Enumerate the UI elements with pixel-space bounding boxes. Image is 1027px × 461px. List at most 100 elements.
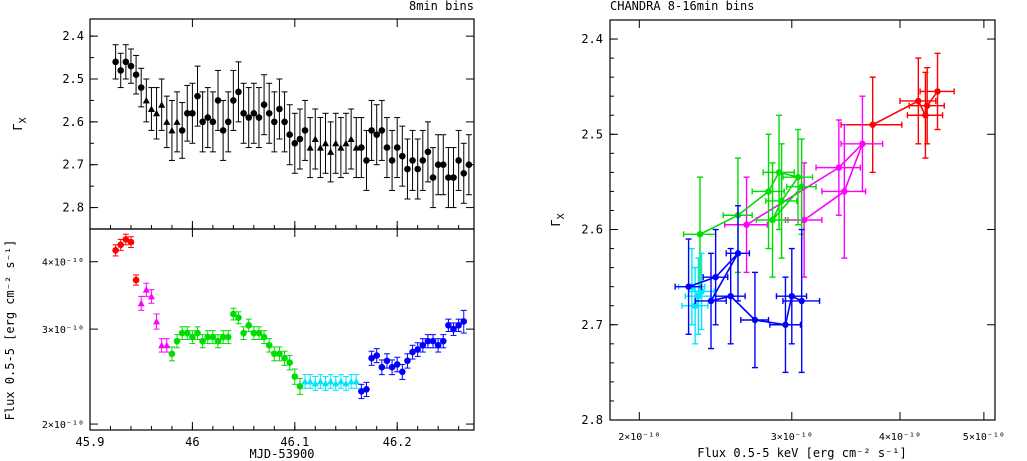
point-gamma-flux xyxy=(698,288,705,295)
point-gamma xyxy=(260,101,268,109)
point-gamma-flux xyxy=(788,292,795,300)
point-gamma-flux xyxy=(835,164,843,171)
ytick-label-top-left: 2.8 xyxy=(62,201,84,215)
right-title: CHANDRA 8-16min bins xyxy=(610,0,755,13)
point-gamma xyxy=(117,67,125,74)
point-flux xyxy=(383,357,391,365)
point-gamma xyxy=(122,58,130,66)
point-gamma xyxy=(189,109,196,117)
point-gamma-flux xyxy=(782,321,789,328)
ytick-label-right: 2.5 xyxy=(581,127,603,141)
point-gamma xyxy=(178,127,186,134)
point-gamma-flux xyxy=(869,121,876,128)
point-gamma xyxy=(368,127,375,134)
point-flux xyxy=(224,333,232,341)
point-flux xyxy=(434,341,442,349)
point-flux xyxy=(276,350,283,358)
point-gamma xyxy=(204,114,212,121)
ytick-label-right: 2.7 xyxy=(581,318,603,332)
point-flux xyxy=(358,388,365,395)
left-bottom-ylabel: Flux 0.5-5 [erg cm⁻² s⁻¹] xyxy=(3,240,17,421)
point-gamma xyxy=(399,152,406,160)
point-flux xyxy=(240,329,247,337)
point-gamma xyxy=(224,118,232,126)
point-flux xyxy=(219,333,227,341)
point-gamma xyxy=(296,135,304,143)
xtick-label-bottom-left: 46 xyxy=(185,435,199,449)
point-flux xyxy=(429,337,437,345)
point-gamma xyxy=(352,144,360,151)
ytick-label-top-left: 2.5 xyxy=(62,72,84,86)
xtick-label-bottom-left: 46.1 xyxy=(280,435,309,449)
point-gamma xyxy=(373,131,381,139)
point-flux xyxy=(183,329,191,337)
point-gamma xyxy=(363,157,370,164)
point-gamma-flux xyxy=(775,169,783,176)
point-gamma-flux xyxy=(769,216,776,224)
ytick-label-right: 2.4 xyxy=(581,32,603,46)
point-gamma xyxy=(153,109,161,117)
point-gamma xyxy=(291,139,299,147)
point-flux xyxy=(122,236,130,243)
point-gamma xyxy=(245,114,253,121)
point-flux xyxy=(153,317,161,325)
point-gamma xyxy=(276,105,283,113)
xtick-label-right: 3×10⁻¹⁰ xyxy=(771,432,813,443)
point-gamma-flux xyxy=(859,140,866,148)
point-flux xyxy=(439,337,447,345)
point-flux xyxy=(173,337,181,345)
ytick-label-right: 2.8 xyxy=(581,413,603,427)
point-gamma xyxy=(209,118,217,126)
point-gamma xyxy=(327,148,335,155)
point-flux xyxy=(455,321,462,329)
point-flux xyxy=(393,361,401,368)
point-gamma xyxy=(230,97,237,104)
point-flux xyxy=(235,314,242,321)
point-flux xyxy=(368,354,375,362)
point-flux xyxy=(450,325,457,333)
point-gamma xyxy=(173,118,181,125)
ytick-label-bottom-left: 4×10⁻¹⁰ xyxy=(42,258,84,269)
point-gamma xyxy=(434,161,442,169)
point-gamma-flux xyxy=(691,302,699,309)
track-line xyxy=(699,171,803,236)
point-gamma-flux xyxy=(934,88,941,95)
point-flux xyxy=(363,386,370,393)
point-flux xyxy=(168,350,176,358)
point-gamma xyxy=(306,144,314,151)
point-gamma xyxy=(404,165,411,173)
point-gamma xyxy=(301,127,309,134)
point-gamma xyxy=(388,157,396,164)
point-gamma xyxy=(137,84,145,91)
point-gamma-flux xyxy=(696,231,704,238)
point-flux xyxy=(404,357,411,365)
ytick-label-top-left: 2.4 xyxy=(62,29,84,43)
point-flux xyxy=(209,333,217,341)
point-gamma-flux xyxy=(707,297,715,305)
ytick-label-bottom-left: 3×10⁻¹⁰ xyxy=(42,325,84,336)
point-flux xyxy=(409,348,416,356)
point-gamma xyxy=(112,58,119,66)
point-gamma xyxy=(158,101,166,108)
right-ylabel: ΓX xyxy=(549,213,567,226)
point-flux xyxy=(194,329,201,337)
point-gamma xyxy=(429,174,437,181)
point-flux xyxy=(306,377,314,385)
point-flux xyxy=(281,354,288,362)
point-gamma-flux xyxy=(734,250,742,257)
right-xlabel: Flux 0.5-5 keV [erg cm⁻² s⁻¹] xyxy=(697,446,907,460)
point-gamma xyxy=(183,109,191,117)
point-flux xyxy=(255,329,263,337)
point-gamma-flux xyxy=(915,97,922,105)
point-flux xyxy=(286,359,293,366)
point-flux xyxy=(178,329,186,337)
point-gamma xyxy=(358,144,365,151)
point-gamma xyxy=(142,96,150,104)
point-gamma xyxy=(235,88,242,96)
point-flux xyxy=(199,337,206,345)
point-gamma xyxy=(445,174,452,181)
point-flux xyxy=(419,341,427,349)
point-flux xyxy=(127,238,135,246)
point-flux xyxy=(271,350,278,358)
